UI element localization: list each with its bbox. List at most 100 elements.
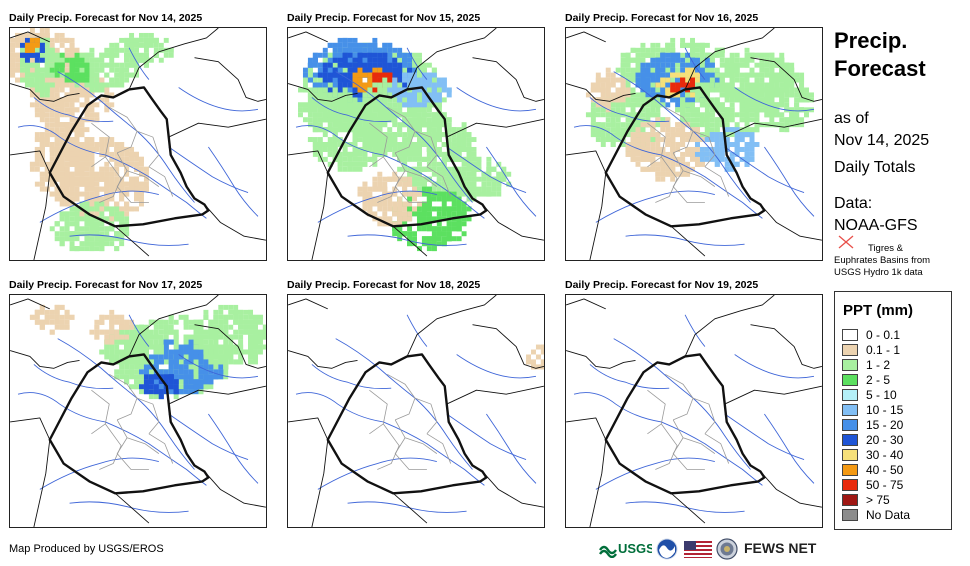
river-line	[406, 47, 428, 80]
river-line	[17, 125, 207, 219]
map-svg	[566, 295, 822, 527]
legend-item: > 75	[842, 493, 890, 507]
border-line	[204, 471, 266, 508]
border-line	[33, 439, 51, 527]
border-line	[311, 172, 329, 260]
province-line	[426, 166, 452, 197]
border-line	[684, 28, 775, 90]
province-line	[394, 170, 427, 203]
legend-item: 15 - 20	[842, 418, 903, 432]
river-line	[17, 392, 207, 486]
province-line	[116, 419, 160, 454]
province-line	[136, 130, 160, 168]
border-line	[10, 298, 50, 310]
border-line	[684, 295, 775, 357]
river-line	[684, 314, 706, 347]
legend-item: 1 - 2	[842, 358, 890, 372]
border-line	[566, 83, 636, 102]
border-line	[446, 385, 544, 405]
border-line	[10, 31, 50, 43]
panel-3-title: Daily Precip. Forecast for Nov 16, 2025	[565, 12, 759, 24]
legend-item: 20 - 30	[842, 433, 903, 447]
river-line	[347, 501, 467, 513]
border-line	[724, 385, 822, 405]
legend-item: 0 - 0.1	[842, 328, 900, 342]
province-line	[647, 122, 666, 168]
title-line-2: Forecast	[834, 56, 926, 81]
legend-item: 5 - 10	[842, 388, 897, 402]
border-line	[446, 118, 544, 138]
legend-swatch	[842, 359, 858, 371]
country-outline	[48, 353, 210, 495]
panel-1-title: Daily Precip. Forecast for Nov 14, 2025	[9, 12, 203, 24]
country-outline	[48, 86, 210, 228]
border-line	[760, 204, 822, 241]
country-outline	[326, 86, 488, 228]
province-line	[414, 130, 438, 168]
basin-note: Tigres & Euphrates Basins from USGS Hydr…	[834, 243, 931, 278]
legend-swatch	[842, 344, 858, 356]
border-line	[670, 225, 706, 257]
river-line	[39, 457, 159, 490]
province-line	[672, 170, 705, 203]
legend-label: No Data	[866, 508, 911, 522]
province-line	[655, 156, 678, 203]
border-line	[482, 204, 544, 241]
legend-item: 50 - 75	[842, 478, 903, 492]
map-svg	[566, 28, 822, 260]
legend-swatch	[842, 329, 858, 341]
legend-label: 2 - 5	[866, 373, 891, 387]
forecast-map-nov-19	[565, 294, 823, 528]
country-outline	[604, 353, 766, 495]
river-line	[625, 501, 745, 513]
panel-5-title: Daily Precip. Forecast for Nov 18, 2025	[287, 279, 481, 291]
map-svg	[10, 295, 266, 527]
river-line	[724, 146, 805, 194]
province-line	[394, 152, 438, 187]
river-line	[208, 146, 259, 217]
panel-6-title: Daily Precip. Forecast for Nov 19, 2025	[565, 279, 759, 291]
border-line	[589, 172, 607, 260]
period-label: Daily Totals	[834, 159, 916, 176]
legend-label: 10 - 15	[866, 403, 904, 417]
border-line	[311, 439, 329, 527]
us-flag-icon	[684, 541, 712, 563]
border-line	[194, 57, 266, 102]
river-line	[764, 413, 815, 484]
border-line	[670, 492, 706, 524]
province-line	[116, 437, 149, 470]
legend-swatch	[842, 494, 858, 506]
river-line	[595, 457, 715, 490]
border-line	[472, 57, 544, 102]
forecast-map-nov-16	[565, 27, 823, 261]
map-svg	[288, 295, 544, 527]
river-line	[734, 354, 815, 379]
legend-item: 10 - 15	[842, 403, 903, 417]
river-line	[486, 146, 537, 217]
border-line	[392, 492, 428, 524]
river-line	[69, 234, 189, 246]
as-of-date: Nov 14, 2025	[834, 132, 930, 149]
panel-2-title: Daily Precip. Forecast for Nov 15, 2025	[287, 12, 481, 24]
border-line	[114, 492, 150, 524]
legend-item: 30 - 40	[842, 448, 903, 462]
province-line	[136, 397, 160, 435]
precip-field	[29, 304, 266, 400]
river-line	[128, 314, 150, 347]
river-line	[446, 146, 527, 194]
river-line	[589, 97, 670, 123]
river-line	[573, 125, 763, 219]
noaa-logo	[656, 538, 678, 565]
river-line	[317, 190, 437, 223]
province-line	[91, 389, 110, 435]
border-line	[168, 118, 266, 138]
river-line	[295, 392, 485, 486]
province-line	[672, 152, 716, 187]
legend-swatch	[842, 434, 858, 446]
legend-swatch	[842, 449, 858, 461]
river-line	[347, 234, 467, 246]
legend-item: 2 - 5	[842, 373, 890, 387]
border-line	[288, 150, 329, 173]
province-line	[655, 423, 678, 470]
